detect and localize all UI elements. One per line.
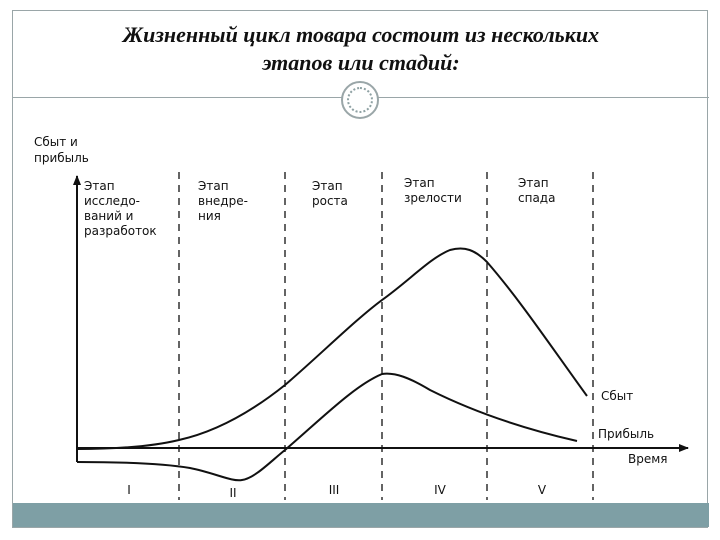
stage-roman-1: I <box>127 483 131 497</box>
stage-2-line-1: Этап <box>198 179 229 193</box>
stage-2-line-2: внедре- <box>198 194 248 208</box>
stage-1-line-2: исследо- <box>84 194 140 208</box>
stage-3-line-2: роста <box>312 194 348 208</box>
stage-3-line-1: Этап <box>312 179 343 193</box>
series-label-profit: Прибыль <box>598 427 654 441</box>
stage-4-line-1: Этап <box>404 176 435 190</box>
title-line-1: Жизненный цикл товара состоит из несколь… <box>122 22 600 47</box>
x-axis-label: Время <box>628 452 668 466</box>
stage-5-line-2: спада <box>518 191 555 205</box>
sales-curve <box>76 247 588 450</box>
stage-label-1: Этап исследо- ваний и разработок <box>84 179 157 238</box>
profit-curve <box>76 372 578 482</box>
stage-roman-5: V <box>538 483 547 497</box>
title-line-2: этапов или стадий: <box>262 50 460 75</box>
circle-ornament-icon <box>341 81 379 119</box>
y-axis-label-line-2: прибыль <box>34 151 89 165</box>
series-label-sales: Сбыт <box>601 389 633 403</box>
stage-1-line-1: Этап <box>84 179 115 193</box>
stage-roman-3: III <box>329 483 340 497</box>
stage-label-3: Этап роста <box>312 179 348 208</box>
stage-4-line-2: зрелости <box>404 191 462 205</box>
slide: Жизненный цикл товара состоит из несколь… <box>12 10 709 528</box>
stage-label-2: Этап внедре- ния <box>198 179 248 223</box>
stage-1-line-3: ваний и <box>84 209 133 223</box>
stage-label-4: Этап зрелости <box>404 176 462 205</box>
stage-1-line-4: разработок <box>84 224 157 238</box>
stage-roman-4: IV <box>434 483 447 497</box>
stage-label-5: Этап спада <box>518 176 555 205</box>
stage-2-line-3: ния <box>198 209 221 223</box>
y-axis-label-line-1: Сбыт и <box>34 135 78 149</box>
stage-roman-2: II <box>229 486 236 500</box>
stage-5-line-1: Этап <box>518 176 549 190</box>
slide-title: Жизненный цикл товара состоит из несколь… <box>13 21 709 77</box>
footer-bar <box>13 503 709 527</box>
